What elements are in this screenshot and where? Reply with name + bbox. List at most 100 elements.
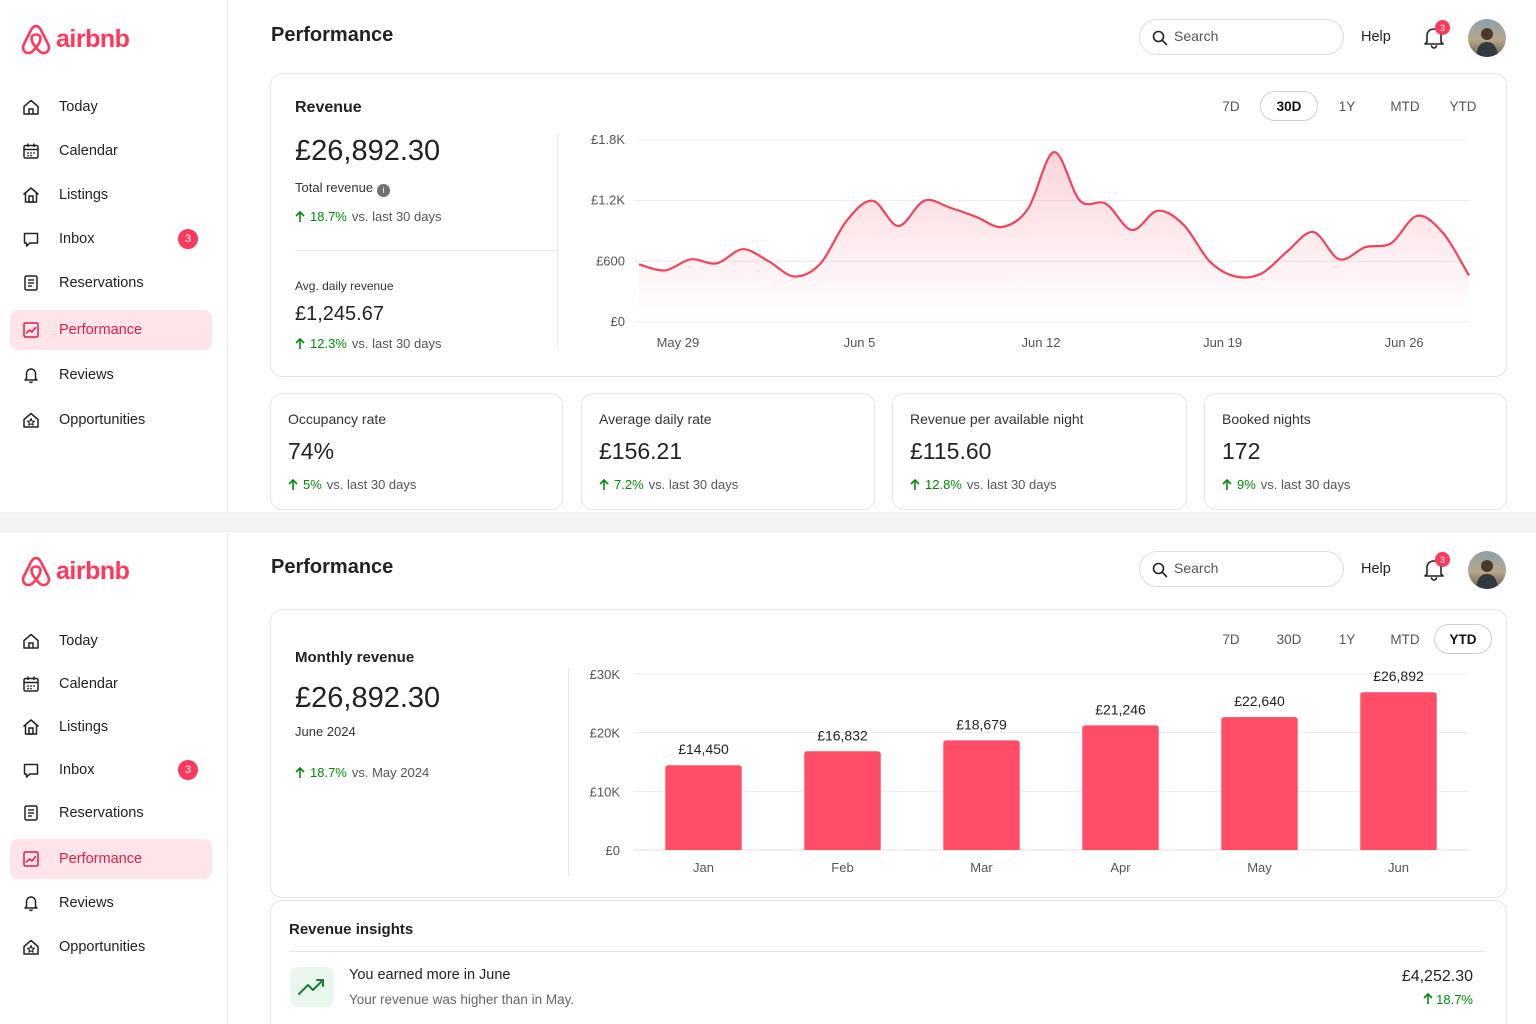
range-tabs: 7D 30D 1Y MTD YTD (1202, 91, 1492, 121)
sidebar-item-performance[interactable]: Performance (10, 310, 212, 350)
help-link[interactable]: Help (1361, 561, 1391, 577)
sidebar-item-label: Inbox (59, 231, 95, 247)
sidebar-item-today[interactable]: Today (10, 621, 212, 661)
bell-icon[interactable] (1421, 556, 1447, 582)
monthly-revenue-card: Monthly revenue 7D 30D 1Y MTD YTD £26,892.30… (270, 609, 1507, 898)
data-point (919, 196, 929, 206)
search-box[interactable] (1139, 19, 1344, 55)
arrow-up-icon (910, 478, 920, 490)
bar-apr[interactable] (1082, 725, 1159, 850)
avg-daily-value: £1,245.67 (295, 303, 384, 325)
metric-delta: 12.8% vs. last 30 days (910, 477, 1056, 492)
metric-compare: vs. last 30 days (648, 477, 739, 492)
range-tab-7d[interactable]: 7D (1222, 631, 1240, 647)
metric-card-occupancy: Occupancy rate 74% 5% vs. last 30 days (270, 393, 563, 510)
sidebar-item-performance[interactable]: Performance (10, 839, 212, 879)
data-point (1101, 199, 1111, 209)
bar-may[interactable] (1221, 717, 1298, 850)
bell-icon[interactable] (1421, 24, 1447, 50)
range-tab-ytd[interactable]: YTD (1434, 624, 1492, 654)
metric-value: 172 (1222, 438, 1261, 464)
monthly-pct: 18.7% (310, 765, 347, 780)
sidebar-item-today[interactable]: Today (10, 87, 212, 127)
airbnb-logo[interactable]: airbnb (20, 22, 130, 56)
range-tab-30d[interactable]: 30D (1260, 91, 1318, 121)
avatar[interactable] (1468, 19, 1506, 57)
help-link[interactable]: Help (1361, 29, 1391, 45)
range-tab-mtd[interactable]: MTD (1390, 631, 1420, 647)
arrow-up-icon (288, 478, 298, 490)
sidebar-item-calendar[interactable]: Calendar (10, 131, 212, 171)
x-tick-label: May (1247, 860, 1272, 875)
metric-label: Occupancy rate (288, 411, 387, 427)
search-box[interactable] (1139, 551, 1344, 587)
arrow-up-icon (295, 210, 305, 222)
bar-data-label: £16,832 (817, 727, 868, 743)
sidebar-item-listings[interactable]: Listings (10, 175, 212, 215)
metric-card-booked-nights: Booked nights 172 9% vs. last 30 days (1204, 393, 1507, 510)
search-input[interactable] (1174, 28, 1334, 44)
data-point (686, 254, 696, 264)
range-tab-ytd[interactable]: YTD (1449, 98, 1477, 114)
trending-up-icon (298, 979, 324, 995)
sidebar-item-reservations[interactable]: Reservations (10, 263, 212, 303)
monthly-revenue-bar-chart: £0 £10K £20K £30K £14,450 Jan £16,832 Feb £18,67… (590, 667, 1468, 875)
info-icon[interactable]: i (377, 184, 391, 197)
avg-daily-pct: 12.3% (310, 336, 347, 351)
sidebar-item-reviews[interactable]: Reviews (10, 883, 212, 923)
range-tab-mtd[interactable]: MTD (1390, 98, 1420, 114)
data-point (1282, 246, 1292, 256)
bar-jun[interactable] (1360, 692, 1437, 850)
brand-name: airbnb (56, 24, 130, 53)
bar-data-label: £14,450 (678, 741, 729, 757)
sidebar-item-label: Opportunities (59, 939, 146, 955)
user-photo-icon (1476, 560, 1498, 589)
data-point (893, 221, 903, 231)
search-input[interactable] (1174, 560, 1334, 576)
sidebar-item-opportunities[interactable]: Opportunities (10, 927, 212, 967)
range-tab-1y[interactable]: 1Y (1338, 631, 1356, 647)
data-point (1308, 227, 1318, 237)
performance-icon (23, 851, 39, 867)
notification-badge: 3 (1435, 552, 1450, 567)
y-tick-label: £10K (590, 784, 621, 799)
range-tab-1y[interactable]: 1Y (1338, 98, 1356, 114)
bar-data-label: £26,892 (1373, 668, 1424, 684)
bar-mar[interactable] (943, 740, 1020, 850)
panel-separator (0, 512, 1536, 532)
insight-subtitle: Your revenue was higher than in May. (349, 992, 575, 1007)
sidebar-item-reservations[interactable]: Reservations (10, 793, 212, 833)
bar-jan[interactable] (665, 765, 742, 850)
y-tick-label: £30K (590, 667, 621, 682)
sidebar-item-reviews[interactable]: Reviews (10, 355, 212, 395)
range-tab-7d[interactable]: 7D (1222, 98, 1240, 114)
range-tab-30d[interactable]: 30D (1276, 631, 1302, 647)
sidebar-item-listings[interactable]: Listings (10, 707, 212, 747)
data-point (842, 216, 852, 226)
home-icon (23, 633, 39, 649)
x-tick-label: Feb (831, 860, 853, 875)
monthly-revenue-value: £26,892.30 (295, 682, 441, 714)
airbnb-logo[interactable]: airbnb (20, 554, 130, 588)
search-icon (1152, 562, 1168, 578)
metric-label: Revenue per available night (910, 411, 1084, 427)
sidebar-item-label: Today (59, 99, 98, 115)
bar-feb[interactable] (804, 751, 881, 850)
data-point (738, 244, 748, 254)
sidebar-item-inbox[interactable]: Inbox 3 (10, 219, 212, 259)
y-tick-label: £1.8K (591, 132, 625, 147)
total-revenue-label: Total revenue i (295, 180, 391, 197)
avatar[interactable] (1468, 551, 1506, 589)
bar-data-label: £22,640 (1234, 693, 1285, 709)
inbox-icon (23, 232, 39, 247)
page-title: Performance (271, 24, 394, 46)
monthly-ytd-view: airbnb Today Calendar Listings Inbox 3 Reserv… (0, 532, 1536, 1024)
sidebar-item-calendar[interactable]: Calendar (10, 664, 212, 704)
total-revenue-label-text: Total revenue (295, 180, 374, 195)
data-point (712, 258, 722, 268)
sidebar-item-opportunities[interactable]: Opportunities (10, 400, 212, 440)
data-point (816, 258, 826, 268)
notification-badge: 3 (1435, 20, 1450, 35)
metric-delta: 7.2% vs. last 30 days (599, 477, 738, 492)
sidebar-item-inbox[interactable]: Inbox 3 (10, 750, 212, 790)
